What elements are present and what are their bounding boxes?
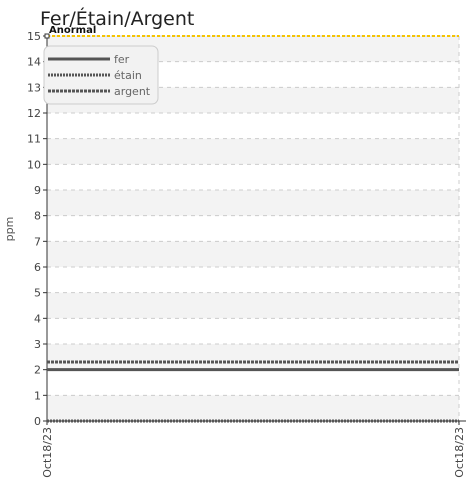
legend-label-argent: argent [114,85,151,98]
x-ticks: Oct18/23 Oct18/23 [41,421,466,478]
y-tick-label: 7 [34,235,41,248]
plot-band [47,138,459,165]
y-tick-label: 12 [27,107,41,120]
plot-band [47,344,459,370]
y-tick-label: 0 [34,415,41,428]
plot-band [47,190,459,216]
x-tick-label: Oct18/23 [453,427,466,478]
legend[interactable]: fer étain argent [43,45,159,105]
y-tick-label: 3 [34,338,41,351]
y-tick-label: 10 [27,158,41,171]
y-tick-label: 9 [34,184,41,197]
x-tick-label: Oct18/23 [41,427,54,478]
plot-band [47,241,459,267]
plot-band [47,395,459,421]
threshold-label: Anormal [49,25,96,36]
y-tick-label: 2 [34,364,41,377]
thresholds: Anormal [44,25,459,39]
y-tick-label: 8 [34,210,41,223]
threshold-marker [44,33,50,39]
y-tick-label: 11 [27,133,41,146]
y-axis-label: ppm [3,217,16,242]
plot-background [47,36,459,421]
y-tick-label: 15 [27,30,41,43]
legend-label-fer: fer [114,53,130,66]
y-tick-label: 14 [27,56,41,69]
legend-label-étain: étain [114,69,142,82]
y-tick-label: 4 [34,312,41,325]
y-tick-label: 6 [34,261,41,274]
plot-band [47,292,459,319]
chart-title: Fer/Étain/Argent [40,7,194,30]
y-tick-label: 1 [34,389,41,402]
series [47,360,459,423]
y-tick-label: 13 [27,81,41,94]
y-tick-label: 5 [34,287,41,300]
